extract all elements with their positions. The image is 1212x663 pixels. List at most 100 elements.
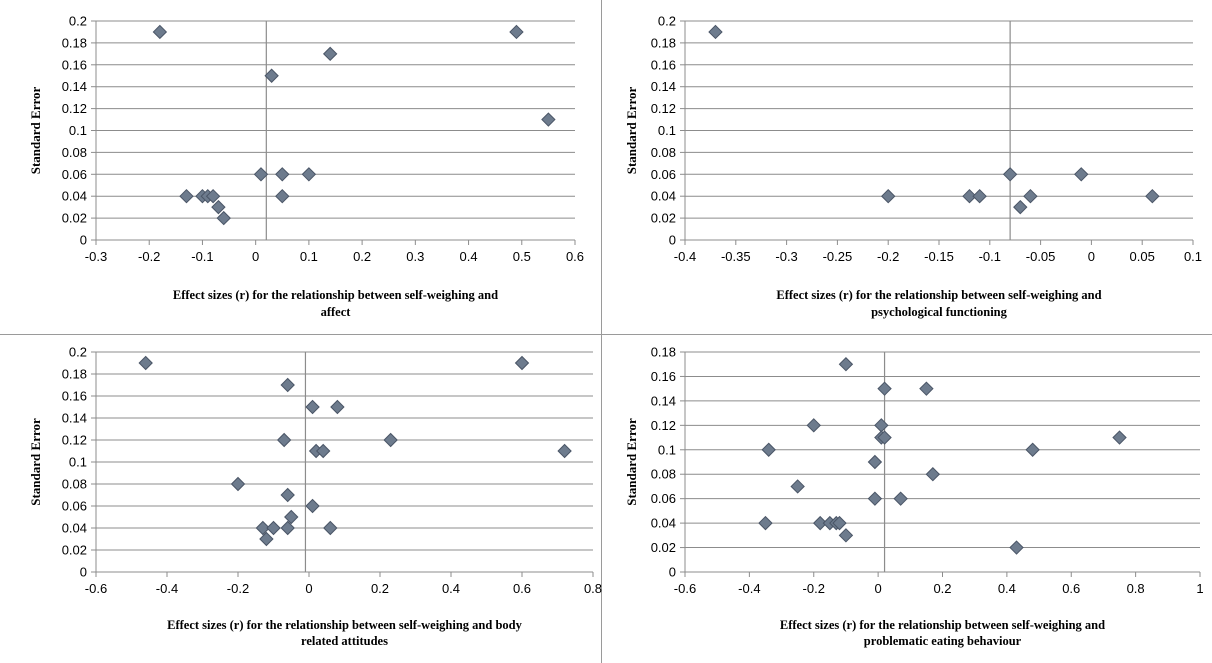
y-tick-label: 0.02 [62, 211, 87, 226]
data-point [205, 188, 221, 204]
y-tick-label: 0.1 [658, 442, 676, 457]
y-tick-label: 0.16 [651, 57, 676, 72]
data-point [280, 520, 295, 536]
data-point [280, 377, 295, 393]
x-tick-label: -0.1 [979, 249, 1001, 264]
y-tick-label: 0.14 [62, 411, 87, 426]
y-tick-label: 0.16 [62, 389, 87, 404]
x-tick-label: -0.25 [823, 249, 853, 264]
x-tick-label: 0.6 [566, 249, 584, 264]
data-point [877, 430, 892, 445]
data-point [216, 210, 231, 226]
vertical-divider [601, 0, 602, 663]
y-tick-label: 0.12 [651, 101, 676, 116]
x-tick-label: -0.4 [674, 249, 696, 264]
x-axis-label: related attitudes [301, 634, 388, 648]
data-point [230, 476, 246, 492]
y-tick-label: 0.18 [62, 367, 87, 382]
y-axis-label: Standard Error [28, 418, 43, 506]
x-tick-label: 0.2 [933, 581, 951, 596]
data-point [1009, 540, 1024, 555]
data-point [874, 418, 889, 433]
data-point [806, 418, 821, 433]
data-point [919, 381, 934, 396]
x-tick-label: 0.8 [584, 581, 602, 596]
x-tick-label: -0.2 [803, 581, 825, 596]
y-axis-label: Standard Error [28, 87, 43, 175]
x-tick-label: -0.15 [924, 249, 954, 264]
data-point [322, 46, 338, 62]
x-tick-label: -0.3 [85, 249, 107, 264]
x-tick-label: -0.2 [138, 249, 160, 264]
x-tick-label: 0.4 [442, 581, 460, 596]
data-point [301, 167, 317, 182]
y-tick-label: 0.18 [62, 35, 87, 50]
x-tick-label: -0.1 [191, 249, 213, 264]
y-tick-label: 0.14 [651, 393, 676, 408]
horizontal-divider [0, 334, 1212, 335]
x-tick-label: -0.35 [721, 249, 751, 264]
x-tick-label: 0 [875, 581, 882, 596]
chart-3: 0 0.02 0.04 0.06 0.08 0.1 0.12 0.14 0.16 0.18 0.2 -… [28, 345, 602, 649]
y-tick-label: 0 [80, 565, 87, 580]
y-tick-label: 0.02 [62, 543, 87, 558]
data-point [259, 531, 274, 547]
data-point [893, 491, 908, 506]
y-tick-label: 0.08 [651, 467, 676, 482]
x-tick-label: -0.05 [1026, 249, 1056, 264]
y-tick-label: 0.04 [651, 189, 676, 204]
y-tick-label: 0.06 [62, 167, 87, 182]
y-tick-label: 0.1 [658, 123, 676, 138]
data-point [275, 167, 290, 182]
data-point [383, 432, 398, 448]
x-tick-label: 0.2 [371, 581, 389, 596]
y-tick-label: 0.08 [62, 477, 87, 492]
y-tick-label: 0.06 [651, 167, 676, 182]
data-point [305, 399, 320, 415]
x-tick-label: -0.2 [877, 249, 899, 264]
data-point [832, 515, 847, 531]
x-tick-label: 0.1 [1184, 249, 1202, 264]
x-tick-label: 0.6 [1062, 581, 1080, 596]
x-tick-label: 0.05 [1130, 249, 1155, 264]
data-point [867, 491, 883, 506]
data-point [280, 487, 295, 503]
data-point [925, 467, 941, 482]
y-tick-label: 0 [669, 565, 676, 580]
x-tick-label: 0.3 [406, 249, 424, 264]
y-tick-label: 0.08 [62, 145, 87, 160]
y-tick-label: 0.12 [62, 101, 87, 116]
data-point [962, 188, 977, 204]
x-tick-label: 0.4 [460, 249, 478, 264]
x-axis-label: affect [321, 305, 352, 319]
chart-4: 0 0.02 0.04 0.06 0.08 0.1 0.12 0.14 0.16 0.18 -0.6… [624, 345, 1204, 649]
x-tick-label: 0 [252, 249, 259, 264]
data-point [1025, 442, 1040, 457]
y-tick-label: 0 [80, 233, 87, 248]
data-point [1145, 188, 1160, 204]
data-point [1074, 167, 1089, 182]
x-tick-label: 0.4 [998, 581, 1016, 596]
data-point [1112, 430, 1127, 445]
y-axis-label: Standard Error [624, 87, 639, 175]
data-point [211, 199, 226, 215]
y-tick-label: 0.14 [651, 79, 676, 94]
y-tick-label: 0.06 [651, 491, 676, 506]
y-tick-label: 0.04 [62, 189, 87, 204]
data-point [541, 112, 556, 127]
x-axis-label: psychological functioning [871, 305, 1008, 319]
data-point [284, 509, 299, 525]
data-point [880, 188, 896, 204]
x-tick-label: -0.6 [674, 581, 696, 596]
y-tick-label: 0.06 [62, 499, 87, 514]
y-tick-label: 0.12 [62, 433, 87, 448]
x-tick-label: 0.2 [353, 249, 371, 264]
data-point [315, 443, 331, 459]
data-point [253, 167, 269, 182]
x-axis-label: Effect sizes (r) for the relationship be… [776, 288, 1101, 302]
y-tick-label: 0.18 [651, 345, 676, 360]
data-point [867, 454, 883, 470]
x-tick-label: 1 [1196, 581, 1203, 596]
y-tick-label: 0.02 [651, 211, 676, 226]
